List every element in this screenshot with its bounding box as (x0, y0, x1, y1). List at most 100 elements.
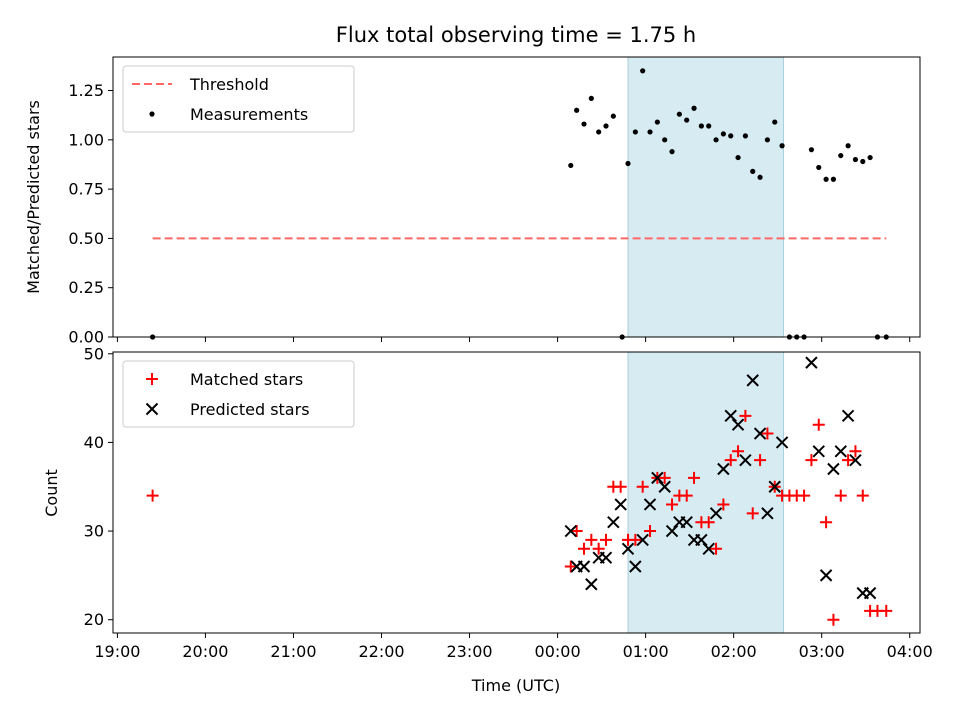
predicted-star-point (812, 445, 825, 458)
measurement-point (823, 176, 829, 182)
matched-star-point (820, 516, 833, 529)
measurement-point (772, 119, 778, 125)
measurement-point (728, 133, 734, 139)
measurement-point (742, 133, 748, 139)
predicted-star-point (702, 542, 715, 555)
measurement-point (632, 129, 638, 135)
matched-star-point (761, 427, 774, 440)
predicted-star-point (614, 498, 627, 511)
top-panel: 0.00 0.25 0.50 0.75 1.00 1.25 Threshold Measure… (68, 56, 921, 347)
measurement-point (860, 158, 866, 165)
measurement-point (691, 105, 697, 111)
y-tick-label: 0.00 (68, 328, 104, 347)
measurement-point (816, 164, 822, 171)
matched-star-point (754, 454, 767, 467)
x-axis-label: Time (UTC) (471, 676, 560, 695)
predicted-star-point (680, 515, 693, 529)
y-tick-label: 20 (84, 610, 104, 629)
legend-measurement-swatch (149, 111, 155, 117)
measurement-point (640, 68, 646, 74)
predicted-star-point (746, 374, 759, 387)
predicted-star-point (695, 533, 708, 547)
measurement-point (596, 129, 602, 135)
top-y-axis-label: Matched/Predicted stars (24, 100, 43, 294)
predicted-star-point (753, 427, 767, 440)
y-tick-label: 0.75 (68, 180, 104, 199)
legend-box (122, 65, 355, 133)
x-tick-label: 23:00 (446, 642, 492, 661)
measurement-point (750, 168, 756, 174)
measurement-point (779, 143, 785, 149)
matched-star-point (717, 498, 730, 511)
predicted-star-point (621, 542, 635, 555)
matched-star-point (798, 489, 811, 502)
predicted-star-point (651, 471, 664, 485)
x-tick-label: 22:00 (358, 642, 404, 661)
matched-star-point (636, 480, 649, 493)
measurement-point (647, 129, 653, 135)
predicted-star-point (585, 578, 598, 591)
series-measurements (150, 68, 889, 340)
matched-star-point (644, 525, 657, 538)
chart-title: Flux total observing time = 1.75 h (336, 23, 696, 47)
measurement-point (808, 147, 815, 153)
y-tick-label: 0.50 (68, 229, 104, 248)
legend-label: Predicted stars (190, 400, 310, 419)
legend-matched-swatch (146, 373, 158, 385)
measurement-point (581, 121, 587, 127)
matched-star-point (600, 533, 613, 546)
measurement-point (867, 154, 873, 161)
measurement-point (610, 113, 616, 119)
matched-star-point (614, 480, 627, 493)
legend: Matched stars Predicted stars (122, 360, 355, 428)
measurement-point (838, 152, 844, 159)
measurement-point (662, 137, 668, 143)
x-tick-label: 02:00 (711, 642, 757, 661)
axes-frame (112, 56, 921, 338)
x-tick-label: 19:00 (94, 642, 140, 661)
legend-predicted-swatch (145, 402, 159, 416)
matched-star-point (658, 471, 671, 484)
axes-frame (112, 351, 921, 634)
matched-star-point (739, 409, 752, 422)
measurement-point (603, 123, 609, 129)
y-tick-label: 50 (84, 344, 104, 363)
measurement-point (676, 111, 682, 117)
measurement-point (735, 154, 741, 161)
matched-star-point (629, 533, 642, 546)
x-tick-label: 01:00 (623, 642, 669, 661)
matched-star-point (827, 613, 840, 626)
predicted-star-point (629, 560, 642, 573)
predicted-star-point (819, 569, 833, 582)
predicted-star-point (775, 436, 789, 449)
matched-star-point (564, 560, 577, 573)
legend-box (122, 360, 355, 428)
x-tick-label: 04:00 (887, 642, 933, 661)
matched-star-point (856, 489, 869, 502)
matched-star-point (680, 489, 693, 502)
predicted-star-point (768, 480, 781, 493)
bottom-y-axis-label: Count (42, 469, 61, 517)
matched-star-point (570, 525, 583, 538)
legend-label: Matched stars (190, 370, 303, 389)
matched-star-point (746, 507, 759, 520)
matched-star-point (724, 454, 737, 467)
measurement-point (568, 162, 574, 169)
y-tick-label: 1.00 (68, 130, 104, 149)
matched-star-point (146, 489, 159, 502)
matched-star-point (834, 489, 847, 502)
measurement-point (684, 117, 690, 123)
matched-star-point (585, 533, 598, 546)
predicted-star-point (849, 453, 862, 467)
predicted-star-point (665, 524, 679, 538)
predicted-star-point (834, 445, 847, 458)
measurement-point (830, 176, 837, 182)
measurement-point (588, 95, 594, 102)
predicted-star-point (724, 409, 737, 423)
measurement-point (669, 149, 675, 155)
matched-star-point (688, 471, 701, 484)
measurement-point (706, 123, 712, 129)
y-tick-label: 40 (84, 433, 104, 452)
predicted-star-point (805, 356, 818, 369)
